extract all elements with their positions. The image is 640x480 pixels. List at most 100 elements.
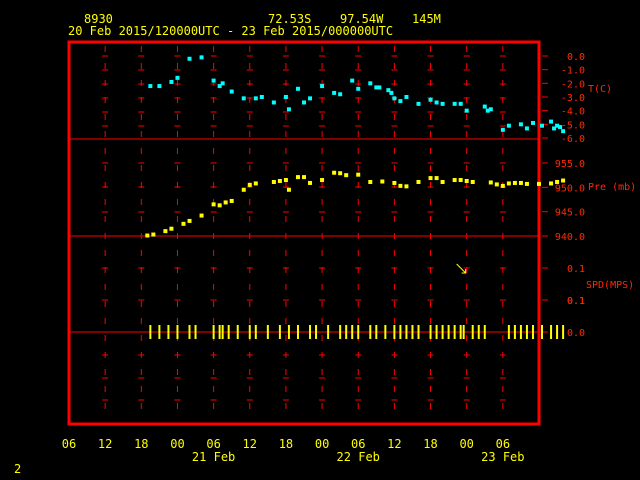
temperature-axis-ticks: 0.0 -1.0 -2.0 -3.0 -4.0 -5.0 -6.0 <box>542 52 585 145</box>
pressure-point <box>561 178 566 183</box>
temperature-point <box>320 84 325 89</box>
pressure-point <box>338 171 343 176</box>
pressure-point <box>187 218 192 223</box>
temperature-point <box>332 90 337 95</box>
pressure-point <box>169 226 174 231</box>
temperature-point <box>488 107 493 112</box>
pressure-point <box>494 182 499 187</box>
x-tick-label: 06 <box>351 437 365 451</box>
y-tick-label: 0.1 <box>567 264 585 275</box>
pressure-point <box>555 179 560 184</box>
temperature-point <box>220 81 225 86</box>
temperature-point <box>157 84 162 89</box>
y-tick-label: 0.1 <box>567 296 585 307</box>
temperature-point <box>404 95 409 99</box>
temperature-point <box>377 85 382 90</box>
temperature-point <box>555 123 560 128</box>
pressure-point <box>368 179 373 184</box>
pressure-point <box>549 181 554 186</box>
temperature-axis-label: T(C) <box>588 84 612 95</box>
y-tick-label: 945.0 <box>555 208 585 219</box>
x-tick-label: 12 <box>98 437 112 451</box>
pressure-point <box>320 178 325 183</box>
pressure-point <box>295 175 300 180</box>
x-tick-label: 06 <box>206 437 220 451</box>
temperature-point <box>416 101 421 106</box>
temperature-point <box>338 92 343 97</box>
pressure-point <box>524 181 529 186</box>
temperature-series <box>148 55 566 134</box>
pressure-point <box>452 178 457 183</box>
pressure-point <box>241 187 246 192</box>
temperature-point <box>552 126 557 131</box>
day-label: 23 Feb <box>481 450 524 464</box>
y-tick-label: 0.0 <box>567 52 585 63</box>
temperature-point <box>286 107 291 112</box>
day-label: 22 Feb <box>337 450 380 464</box>
temperature-point <box>253 96 258 101</box>
pressure-point <box>277 179 282 184</box>
y-tick-label: 0.1 <box>567 296 585 307</box>
temperature-point <box>211 78 216 83</box>
temperature-point <box>464 108 469 113</box>
temperature-point <box>308 96 313 101</box>
temperature-point <box>392 96 397 101</box>
temperature-point <box>350 78 355 83</box>
plot-frame <box>67 40 541 426</box>
temperature-point <box>175 75 180 80</box>
pressure-axis-ticks: 955.0 950.0 945.0 940.0 <box>542 159 585 243</box>
temperature-point <box>241 96 246 101</box>
temperature-point <box>199 55 204 60</box>
pressure-point <box>229 198 234 203</box>
temperature-point <box>506 123 511 128</box>
wind-arrow <box>456 263 467 274</box>
pressure-point <box>199 213 204 218</box>
y-tick-label: -4.0 <box>561 107 585 118</box>
temperature-point <box>440 101 445 106</box>
pressure-point <box>458 178 463 183</box>
x-tick-label: 00 <box>459 437 473 451</box>
x-tick-label: 00 <box>315 437 329 451</box>
wind-axis-ticks: 0.10.10.10.0 <box>542 264 585 339</box>
pressure-point <box>537 181 541 186</box>
pressure-point <box>404 184 409 189</box>
pressure-point <box>434 176 439 181</box>
x-tick-label: 06 <box>496 437 510 451</box>
pressure-point <box>253 181 258 186</box>
temperature-point <box>368 81 373 86</box>
gridlines <box>102 46 506 420</box>
temperature-point <box>458 101 463 106</box>
pressure-point <box>271 179 276 184</box>
pressure-point <box>302 175 306 180</box>
temperature-point <box>356 86 361 91</box>
wind-series <box>149 263 565 339</box>
temperature-point <box>518 122 523 127</box>
x-tick-label: 12 <box>243 437 257 451</box>
pressure-point <box>211 202 216 207</box>
temperature-point <box>374 85 379 90</box>
pressure-point <box>181 221 186 226</box>
pressure-point <box>145 233 150 238</box>
pressure-point <box>392 180 397 185</box>
y-tick-label: -1.0 <box>561 66 585 77</box>
y-tick-label: 950.0 <box>555 183 585 194</box>
x-tick-label: 06 <box>62 437 76 451</box>
x-tick-label: 18 <box>423 437 437 451</box>
pressure-point <box>506 181 511 186</box>
temperature-point <box>482 104 487 109</box>
temperature-point <box>428 97 433 102</box>
station-id: 8930 <box>84 12 113 26</box>
pressure-point <box>518 180 523 185</box>
wind-arrow-head <box>461 269 467 274</box>
pressure-point <box>398 183 403 188</box>
temperature-point <box>389 90 394 95</box>
temperature-point <box>524 126 529 131</box>
pressure-point <box>500 183 505 188</box>
temperature-point <box>148 84 153 89</box>
temperature-point <box>398 99 403 104</box>
pressure-point <box>440 179 445 184</box>
pressure-point <box>344 173 349 178</box>
pressure-point <box>356 172 361 177</box>
elevation: 145M <box>412 12 441 26</box>
